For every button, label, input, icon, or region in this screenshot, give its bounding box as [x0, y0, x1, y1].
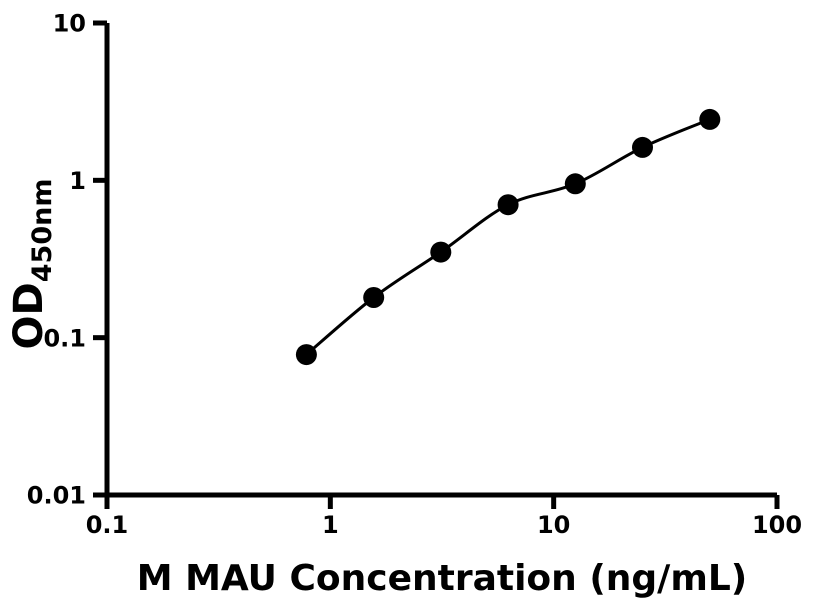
data-point	[295, 344, 317, 366]
data-point	[497, 194, 519, 216]
y-axis-title: OD450nm	[6, 179, 58, 350]
axes	[93, 20, 780, 509]
data-series	[295, 108, 721, 366]
x-tick-label: 100	[752, 511, 802, 539]
y-axis-title-subscript: 450nm	[27, 179, 58, 283]
x-tick-label: 10	[537, 511, 570, 539]
data-point	[430, 241, 452, 263]
data-point	[699, 108, 721, 130]
y-tick-label: 0.1	[43, 324, 86, 352]
x-tick-label: 0.1	[86, 511, 129, 539]
y-tick-label: 1	[69, 167, 86, 195]
y-axis-title-main: OD	[6, 282, 52, 349]
y-tick-label: 10	[53, 10, 86, 38]
data-point	[564, 173, 586, 195]
x-axis-title: M MAU Concentration (ng/mL)	[137, 558, 747, 599]
data-point	[363, 287, 385, 308]
y-tick-label: 0.01	[27, 482, 86, 510]
data-point	[632, 136, 653, 158]
x-tick-label: 1	[322, 511, 339, 539]
